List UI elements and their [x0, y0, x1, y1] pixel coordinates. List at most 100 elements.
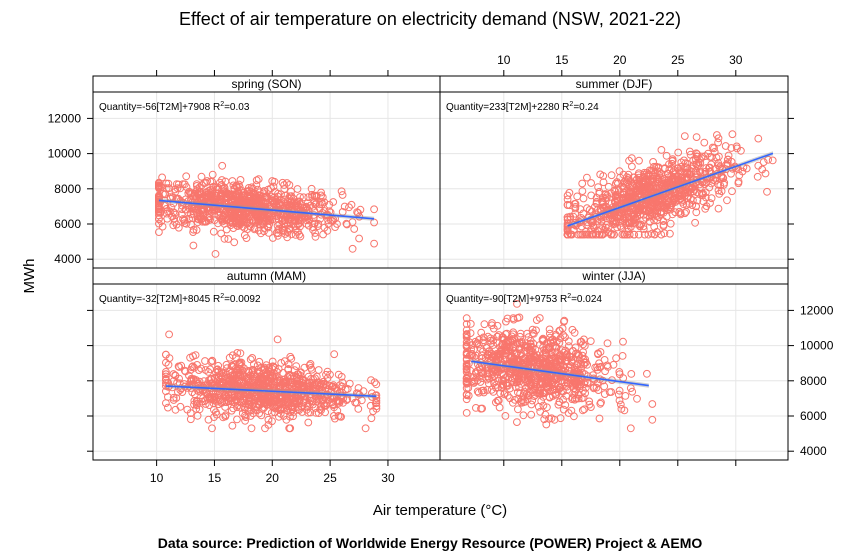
data-point: [687, 164, 696, 173]
data-point: [626, 424, 635, 433]
data-point: [214, 199, 223, 208]
data-point: [644, 176, 652, 184]
data-point: [718, 173, 727, 182]
data-point: [188, 388, 197, 397]
data-point: [715, 190, 724, 198]
data-point: [672, 173, 681, 181]
data-point: [233, 210, 242, 218]
data-point: [241, 385, 249, 393]
data-point: [721, 142, 730, 150]
data-point: [612, 354, 620, 363]
data-point: [696, 159, 705, 167]
data-point: [227, 390, 236, 398]
y-tick-label: 10000: [800, 339, 834, 353]
data-point: [578, 179, 587, 188]
data-point: [370, 239, 379, 248]
data-point: [682, 168, 691, 177]
data-point: [654, 175, 663, 184]
data-point: [289, 381, 298, 389]
data-point: [350, 225, 359, 233]
data-point: [205, 212, 214, 221]
data-point: [235, 365, 243, 374]
data-point: [233, 415, 241, 424]
data-point: [177, 210, 186, 219]
data-point: [627, 370, 636, 378]
data-point: [192, 180, 201, 189]
data-point: [216, 396, 224, 404]
data-point: [222, 398, 231, 407]
data-point: [241, 416, 250, 425]
data-point: [623, 230, 632, 239]
y-tick-label: 12000: [48, 111, 82, 125]
data-point: [197, 364, 206, 373]
data-point: [180, 217, 189, 225]
data-point: [317, 188, 326, 197]
data-point: [235, 180, 243, 189]
data-point: [308, 192, 317, 201]
data-point: [221, 411, 230, 420]
x-tick-label: 15: [208, 471, 222, 485]
strip-label: spring (SON): [231, 77, 301, 91]
data-point: [264, 229, 273, 237]
data-point: [644, 171, 653, 180]
data-point: [208, 357, 217, 365]
regression-line: [567, 152, 774, 227]
data-point: [269, 234, 277, 242]
data-point: [198, 397, 207, 406]
data-point: [564, 337, 573, 346]
regression-equation: Quantity=233[T2M]+2280 R2=0.24: [446, 101, 599, 113]
data-point: [254, 175, 263, 184]
data-point: [333, 220, 341, 228]
data-point: [355, 234, 364, 243]
data-point: [155, 211, 163, 220]
data-point: [639, 225, 648, 233]
data-point: [176, 196, 185, 205]
data-point: [229, 181, 238, 190]
data-point: [693, 196, 702, 205]
data-point: [571, 209, 579, 218]
data-point: [644, 230, 653, 239]
data-point: [282, 415, 291, 424]
data-point: [188, 189, 197, 198]
data-point: [643, 369, 651, 378]
data-point: [702, 178, 711, 187]
data-point: [169, 221, 178, 230]
data-point: [696, 169, 705, 178]
data-point: [228, 421, 237, 430]
data-point: [169, 193, 177, 201]
data-point: [177, 361, 186, 370]
data-point: [261, 203, 270, 211]
data-point: [650, 210, 659, 219]
data-point: [155, 191, 163, 200]
data-point: [727, 144, 736, 152]
data-point: [624, 174, 633, 183]
data-point: [167, 203, 176, 212]
data-point: [687, 168, 696, 177]
data-point: [627, 154, 636, 163]
data-point: [372, 380, 381, 389]
data-point: [238, 409, 247, 418]
y-tick-label: 8000: [800, 374, 827, 388]
data-point: [330, 350, 339, 359]
data-point: [627, 189, 635, 198]
data-point: [768, 156, 777, 165]
data-point: [274, 189, 282, 198]
data-point: [668, 210, 677, 219]
data-point: [294, 202, 303, 211]
data-point: [763, 187, 771, 196]
data-point: [221, 403, 230, 411]
data-point: [611, 187, 620, 196]
data-point: [264, 397, 273, 405]
data-point: [657, 230, 666, 239]
data-point: [594, 183, 602, 192]
data-point: [252, 176, 261, 185]
data-point: [578, 230, 587, 239]
data-point: [186, 415, 195, 424]
data-point: [299, 375, 308, 384]
data-point: [644, 178, 652, 187]
data-point: [677, 158, 686, 167]
data-point: [171, 185, 180, 194]
data-point: [250, 224, 259, 232]
data-point: [630, 230, 638, 239]
x-tick-label: 20: [266, 471, 280, 485]
